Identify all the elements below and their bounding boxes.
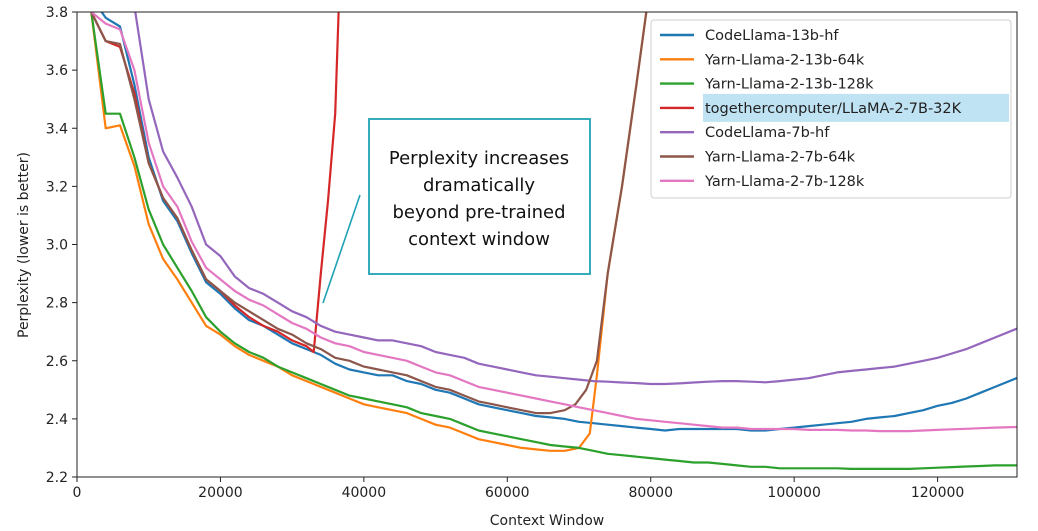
legend-label-3: Yarn-Llama-2-13b-128k (704, 77, 874, 93)
x-tick-label: 100000 (767, 485, 820, 501)
series-line-6 (90, 12, 648, 415)
y-tick-label: 2.6 (46, 354, 68, 370)
annotation-box (368, 118, 591, 275)
legend-label-7: Yarn-Llama-2-7b-128k (704, 174, 865, 190)
legend-label-6: Yarn-Llama-2-7b-64k (704, 150, 856, 166)
legend-label-1: CodeLlama-13b-hf (705, 28, 839, 44)
x-tick-label: 60000 (485, 485, 530, 501)
annotation-line-3: beyond pre-trained (392, 202, 565, 223)
y-tick-label: 2.2 (46, 470, 68, 486)
series-line-3 (90, 12, 1017, 470)
series-lines (90, 12, 1017, 470)
annotation-line-2: dramatically (423, 175, 535, 196)
legend-label-4: togethercomputer/LLaMA-2-7B-32K (705, 101, 962, 117)
y-tick-label: 2.4 (46, 412, 68, 428)
annotation-pointer (322, 194, 361, 304)
series-line-1 (100, 12, 1017, 432)
series-line-7 (90, 12, 1017, 433)
annotation: Perplexity increases dramatically beyond… (322, 118, 591, 304)
legend: CodeLlama-13b-hf Yarn-Llama-2-13b-64k Yarn… (650, 19, 1012, 199)
x-tick-label: 20000 (198, 485, 243, 501)
y-tick-label: 3.2 (46, 179, 68, 195)
x-tick-label: 40000 (342, 485, 387, 501)
legend-label-2: Yarn-Llama-2-13b-64k (704, 52, 865, 68)
legend-highlight (703, 93, 1009, 122)
series-line-2 (90, 12, 648, 452)
x-tick-label: 120000 (911, 485, 964, 501)
annotation-line-1: Perplexity increases (389, 148, 569, 169)
y-tick-label: 3.8 (46, 5, 68, 21)
legend-label-5: CodeLlama-7b-hf (705, 125, 830, 141)
x-axis-ticks: 0 20000 40000 60000 80000 100000 120000 (73, 477, 964, 501)
y-tick-label: 3.6 (46, 63, 68, 79)
y-tick-label: 2.8 (46, 296, 68, 312)
y-axis-ticks: 2.2 2.4 2.6 2.8 3.0 3.2 3.4 3.6 3.8 (46, 5, 77, 486)
x-axis-label: Context Window (490, 513, 605, 529)
y-tick-label: 3.0 (46, 238, 68, 254)
x-tick-label: 0 (73, 485, 82, 501)
series-line-5 (134, 12, 1017, 386)
y-tick-label: 3.4 (46, 121, 68, 137)
x-tick-label: 80000 (628, 485, 673, 501)
annotation-line-4: context window (408, 229, 550, 250)
y-axis-label: Perplexity (lower is better) (16, 152, 32, 338)
